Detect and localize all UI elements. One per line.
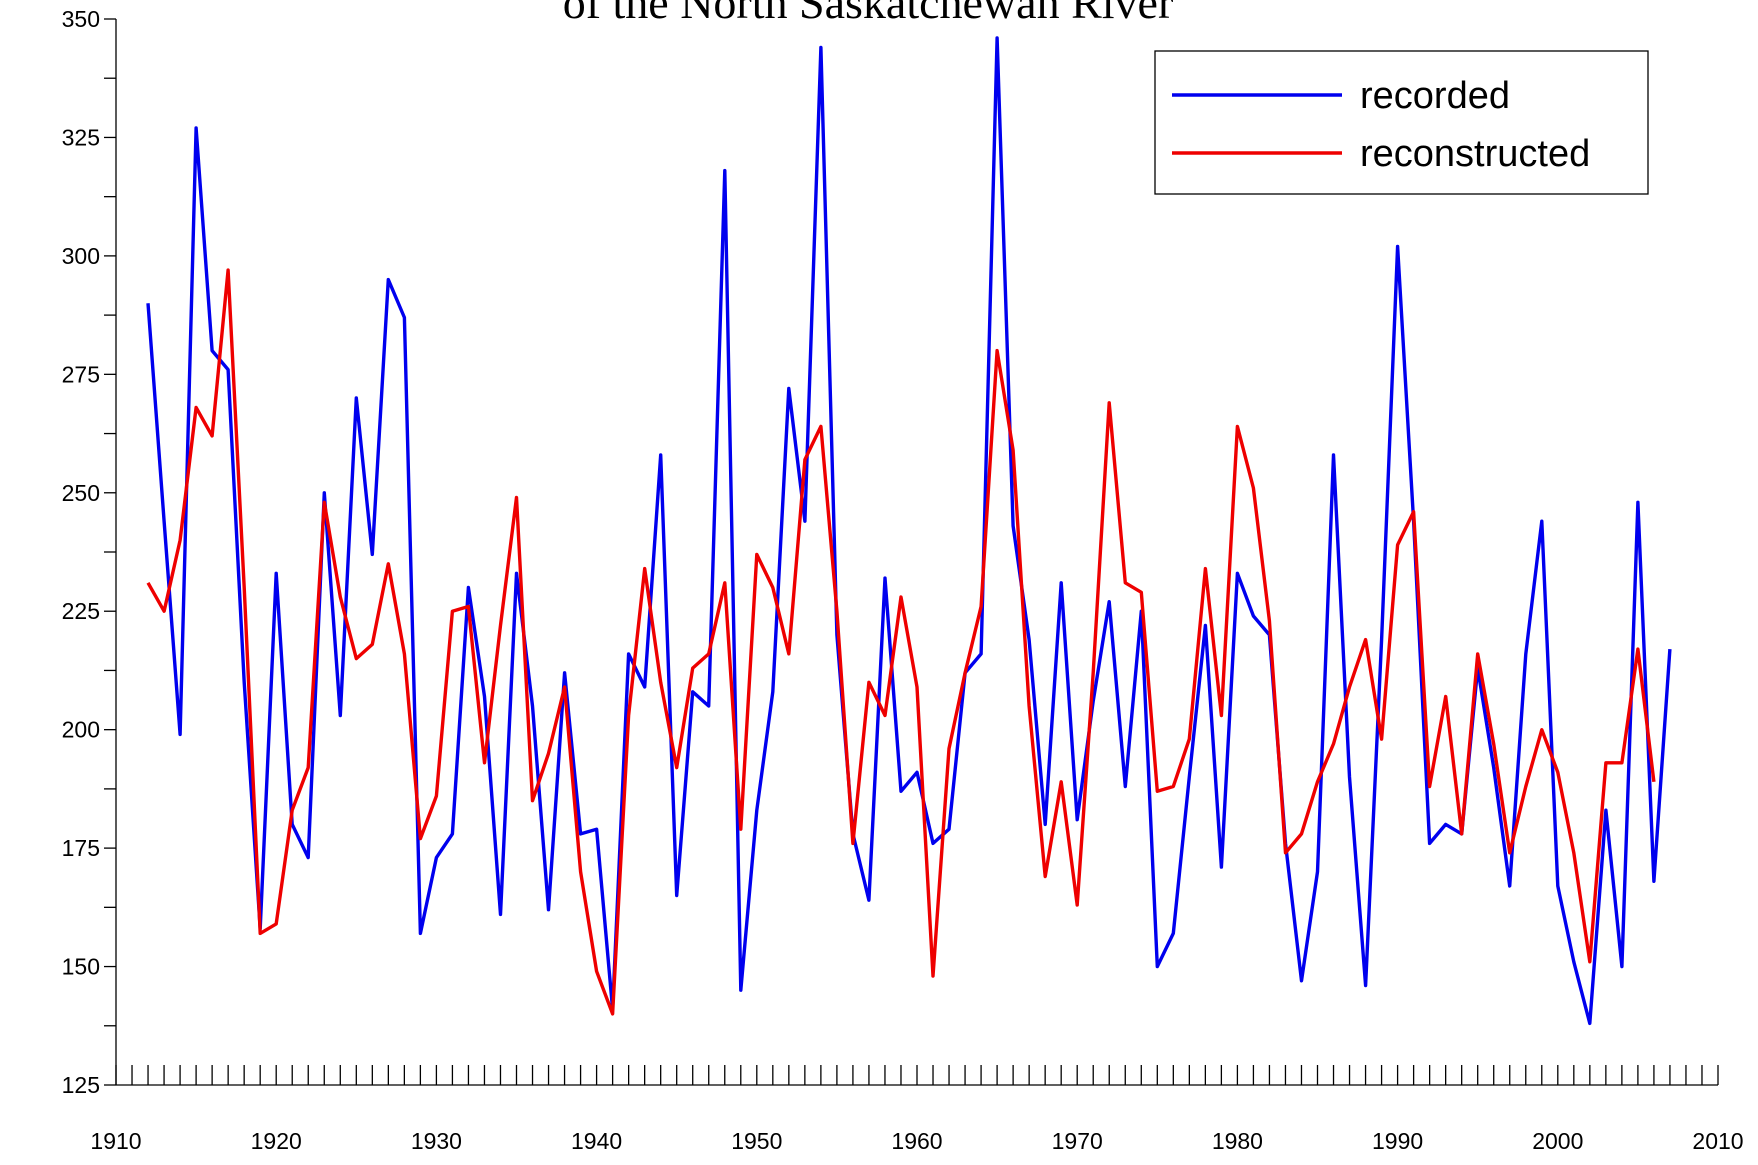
y-tick-label: 250 [62,480,100,506]
series-line [146,268,1656,1016]
x-tick-label: 1990 [1372,1128,1423,1154]
chart-title: of the North Saskatchewan River [563,0,1174,28]
y-tick-label: 350 [62,6,100,32]
y-tick-label: 125 [62,1072,100,1098]
x-tick-label: 1930 [411,1128,462,1154]
legend-label: reconstructed [1360,133,1590,175]
y-tick-label: 175 [62,835,100,861]
x-tick-label: 1940 [571,1128,622,1154]
legend-box [1154,50,1649,195]
x-tick-label: 1950 [731,1128,782,1154]
y-tick-label: 325 [62,124,100,150]
y-tick-label: 275 [62,361,100,387]
y-tick-label: 225 [62,598,100,624]
y-tick-label: 300 [62,243,100,269]
x-tick-label: 2000 [1532,1128,1583,1154]
x-tick-label: 1920 [251,1128,302,1154]
legend: recorded reconstructed [1154,50,1649,195]
x-tick-label: 1910 [90,1128,141,1154]
legend-label: recorded [1360,75,1510,117]
y-tick-label: 200 [62,717,100,743]
x-tick-label: 1980 [1212,1128,1263,1154]
x-tick-label: 2010 [1692,1128,1743,1154]
x-tick-label: 1960 [891,1128,942,1154]
x-tick-label: 1970 [1052,1128,1103,1154]
y-tick-label: 150 [62,954,100,980]
